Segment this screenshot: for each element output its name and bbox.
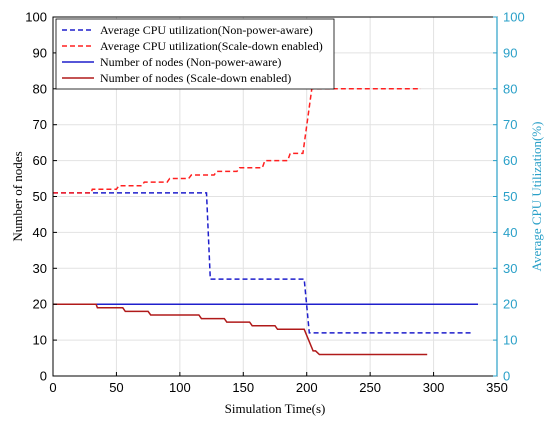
y-left-tick-label: 90 bbox=[33, 45, 47, 60]
y-left-tick-label: 10 bbox=[33, 333, 47, 348]
x-tick-label: 50 bbox=[109, 380, 123, 395]
y-right-tick-label: 50 bbox=[503, 189, 517, 204]
y-left-tick-label: 20 bbox=[33, 297, 47, 312]
legend: Average CPU utilization(Non-power-aware)… bbox=[55, 18, 335, 90]
x-tick-label: 0 bbox=[49, 380, 56, 395]
legend-box bbox=[55, 18, 335, 90]
y-left-tick-label: 60 bbox=[33, 153, 47, 168]
legend-label: Number of nodes (Non-power-aware) bbox=[100, 55, 281, 69]
y-left-tick-label: 70 bbox=[33, 117, 47, 132]
legend-label: Average CPU utilization(Scale-down enabl… bbox=[100, 39, 323, 53]
y-right-tick-label: 60 bbox=[503, 153, 517, 168]
y-left-tick-label: 0 bbox=[40, 369, 47, 384]
series-layer bbox=[53, 88, 478, 356]
y-right-tick-label: 70 bbox=[503, 117, 517, 132]
x-tick-label: 350 bbox=[486, 380, 508, 395]
x-axis: 0 50 100 150 200 250 300 350 bbox=[49, 372, 508, 395]
y-left-tick-label: 40 bbox=[33, 225, 47, 240]
y-right-tick-label: 30 bbox=[503, 261, 517, 276]
y-left-tick-label: 50 bbox=[33, 189, 47, 204]
y-left-tick-label: 100 bbox=[25, 10, 47, 25]
y-axis-right-title: Average CPU Utilization(%) bbox=[529, 122, 544, 272]
x-tick-label: 200 bbox=[296, 380, 318, 395]
y-right-tick-label: 10 bbox=[503, 333, 517, 348]
y-right-tick-label: 20 bbox=[503, 297, 517, 312]
x-axis-title: Simulation Time(s) bbox=[225, 401, 326, 416]
x-tick-label: 100 bbox=[169, 380, 191, 395]
y-right-tick-label: 90 bbox=[503, 45, 517, 60]
y-axis-right: 0 10 20 30 40 50 60 70 80 90 100 bbox=[493, 10, 525, 384]
legend-label: Average CPU utilization(Non-power-aware) bbox=[100, 23, 313, 37]
series-line-2 bbox=[53, 88, 421, 194]
y-left-tick-label: 80 bbox=[33, 81, 47, 96]
y-axis-left-title: Number of nodes bbox=[10, 151, 25, 241]
y-right-tick-label: 80 bbox=[503, 81, 517, 96]
x-tick-label: 300 bbox=[423, 380, 445, 395]
y-right-tick-label: 100 bbox=[503, 10, 525, 25]
x-tick-label: 250 bbox=[359, 380, 381, 395]
x-tick-label: 150 bbox=[232, 380, 254, 395]
legend-label: Number of nodes (Scale-down enabled) bbox=[100, 71, 291, 85]
y-left-tick-label: 30 bbox=[33, 261, 47, 276]
series-line-4 bbox=[53, 303, 428, 356]
y-right-tick-label: 0 bbox=[503, 369, 510, 384]
y-axis-left: 0 10 20 30 40 50 60 70 80 90 100 bbox=[25, 10, 57, 384]
y-right-tick-label: 40 bbox=[503, 225, 517, 240]
